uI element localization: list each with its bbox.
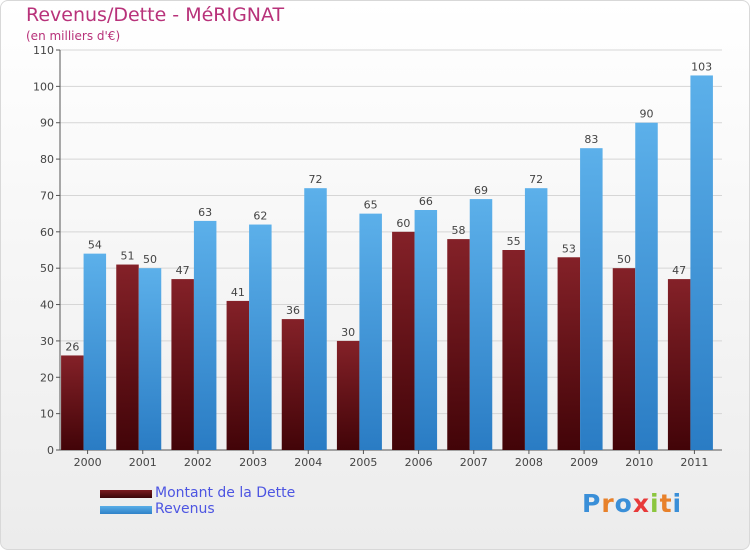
y-tick-label: 0 [47,444,54,457]
logo-letter: o [614,489,633,518]
bar-dette [336,340,360,450]
x-tick-label: 2003 [239,456,267,469]
bar-dette [226,300,250,450]
x-tick-label: 2010 [625,456,653,469]
data-label-dette: 51 [121,250,135,263]
data-label-revenus: 54 [88,239,102,252]
data-label-revenus: 72 [529,173,543,186]
logo-letter: x [632,489,650,518]
data-label-revenus: 66 [419,195,433,208]
y-tick-label: 10 [40,408,54,421]
logo-letter: r [601,489,615,518]
y-tick-label: 20 [40,371,54,384]
bar-revenus [359,213,382,450]
data-label-dette: 55 [507,235,521,248]
legend-label-dette: Montant de la Dette [155,485,296,501]
data-labels: 26 54 51 50 47 63 41 62 36 72 30 65 60 66 58 69 55 72 53 83… [65,60,712,353]
y-tick-label: 40 [40,299,54,312]
data-label-revenus: 72 [309,173,323,186]
y-tick-label: 110 [33,44,54,57]
x-tick-label: 2011 [680,456,708,469]
bar-dette [116,264,139,450]
bar-dette [557,257,581,450]
bar-revenus [193,220,217,450]
legend-swatch-dette [100,490,152,498]
x-tick-label: 2008 [515,456,543,469]
data-label-dette: 26 [65,340,79,353]
bar-dette [447,239,470,450]
data-label-dette: 53 [562,242,576,255]
gridlines [60,49,722,415]
y-tick-label: 70 [40,189,54,202]
y-tick-label: 100 [33,80,54,93]
bar-dette [171,279,194,450]
data-label-revenus: 63 [198,206,212,219]
bar-dette [612,268,636,450]
legend-swatch-revenus [100,506,152,514]
axes: 0 10 20 30 40 50 60 70 80 90 100 110 2000 2001 2002 200… [33,44,722,469]
y-tick-label: 60 [40,226,54,239]
bar-dette [667,279,691,450]
data-label-revenus: 103 [691,60,712,73]
logo-letter: t [659,489,673,518]
data-label-dette: 50 [617,253,631,266]
bar-revenus [524,188,548,450]
bars [61,75,713,451]
x-tick-label: 2006 [405,456,433,469]
bar-dette [281,319,305,450]
bar-revenus [414,210,438,450]
bar-revenus [469,199,493,450]
bar-revenus [635,122,658,451]
data-label-revenus: 69 [474,184,488,197]
bar-revenus [138,268,162,450]
data-label-dette: 60 [396,217,410,230]
bar-revenus [304,188,327,450]
y-tick-label: 30 [40,335,54,348]
bar-revenus [690,75,713,451]
bar-revenus [83,253,107,450]
data-label-revenus: 65 [364,199,378,212]
y-tick-label: 90 [40,117,54,130]
x-tick-label: 2005 [349,456,377,469]
chart-subtitle: (en milliers d'€) [26,29,121,43]
bar-dette [392,231,415,450]
x-tick-label: 2001 [129,456,157,469]
legend-label-revenus: Revenus [155,501,215,517]
data-label-revenus: 83 [584,133,598,146]
logo-letter: i [672,489,683,518]
x-tick-label: 2009 [570,456,598,469]
y-tick-label: 80 [40,153,54,166]
x-tick-label: 2002 [184,456,212,469]
proxiti-logo: Proxiti [582,489,682,518]
data-label-dette: 41 [231,286,245,299]
bar-revenus [580,148,603,450]
data-label-dette: 47 [672,264,686,277]
logo-letter: i [650,489,660,518]
logo-letter: P [582,489,602,518]
data-label-dette: 58 [452,224,466,237]
data-label-dette: 30 [341,326,355,339]
x-tick-label: 2004 [294,456,322,469]
x-tick-label: 2000 [74,456,102,469]
bar-dette [502,250,525,450]
y-tick-label: 50 [40,262,54,275]
data-label-revenus: 62 [253,210,267,223]
data-label-revenus: 50 [143,253,157,266]
data-label-dette: 36 [286,304,300,317]
x-tick-label: 2007 [460,456,488,469]
bar-dette [61,355,84,450]
chart-title: Revenus/Dette - MéRIGNAT [26,4,285,26]
data-label-revenus: 90 [640,108,654,121]
bar-revenus [249,224,272,450]
data-label-dette: 47 [176,264,190,277]
